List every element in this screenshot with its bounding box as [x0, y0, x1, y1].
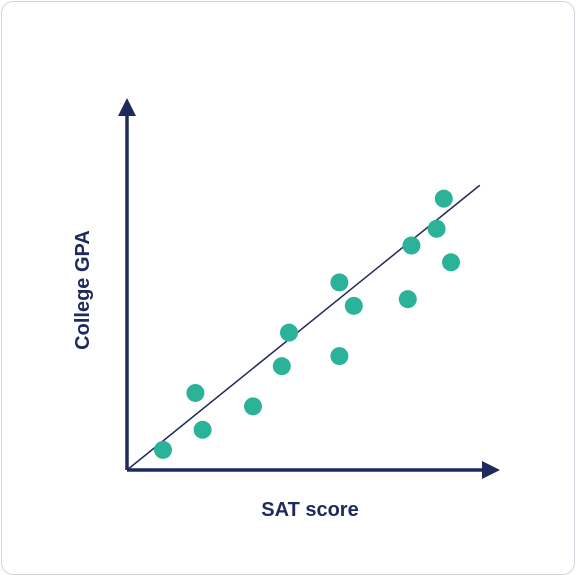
- x-axis-label: SAT score: [261, 499, 358, 521]
- data-point-7: [330, 347, 349, 366]
- data-point-3: [193, 420, 212, 439]
- data-point-5: [272, 357, 291, 376]
- data-point-8: [330, 273, 349, 292]
- data-point-4: [244, 397, 262, 416]
- data-point-10: [398, 290, 417, 309]
- y-axis-label: College GPA: [72, 230, 94, 350]
- data-point-9: [344, 296, 363, 315]
- data-point-13: [434, 189, 453, 208]
- data-point-1: [154, 440, 172, 459]
- data-point-12: [427, 219, 446, 238]
- data-point-11: [402, 236, 421, 255]
- data-point-14: [442, 253, 460, 272]
- y-axis-arrow: [118, 98, 136, 116]
- data-points: [154, 189, 460, 459]
- x-axis-arrow: [482, 461, 500, 479]
- data-point-6: [280, 323, 298, 342]
- axes: [118, 98, 500, 479]
- data-point-2: [186, 383, 205, 402]
- trendline: [126, 184, 481, 471]
